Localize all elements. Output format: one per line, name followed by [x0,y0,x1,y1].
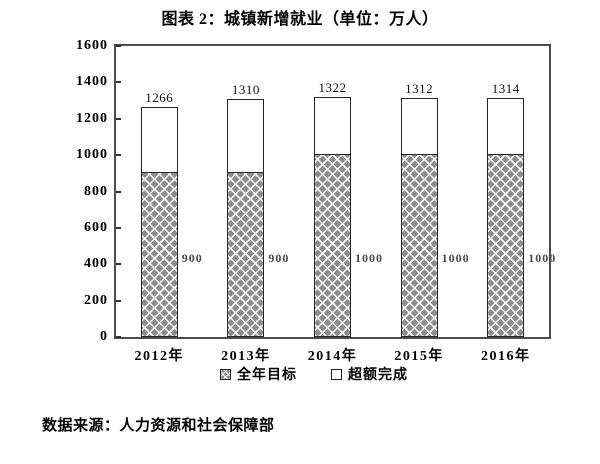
y-axis-tick-label: 0 [100,329,108,344]
bar-2015年 [400,98,438,337]
bar-target-label: 1000 [528,250,557,265]
legend-item-overflow: 超额完成 [331,364,408,384]
x-axis-label: 2012年 [134,349,185,364]
data-source: 数据来源：人力资源和社会保障部 [42,417,275,434]
y-axis-tick-label: 1200 [76,110,108,126]
y-axis-tick-label: 400 [84,256,108,272]
white-swatch-icon [331,368,342,380]
y-axis-tick-label: 600 [84,219,108,235]
chart-title: 图表 2：城镇新增就业（单位：万人） [161,11,439,28]
x-axis-label: 2015年 [394,349,444,364]
y-axis-tick [116,45,121,47]
hatched-swatch-icon [220,368,231,380]
bar-target-label: 1000 [355,250,383,265]
bar-segment-target [228,172,264,336]
y-axis-tick-label: 1600 [76,38,108,53]
bar-total-label: 1312 [405,81,434,97]
y-axis-tick [116,263,121,266]
bar-segment-target [141,172,177,336]
x-axis-label: 2014年 [307,349,358,364]
x-axis-label: 2016年 [480,349,531,364]
bar-2014年 [314,96,351,337]
bar-2012年 [140,106,178,337]
bar-total-label: 1310 [231,81,260,97]
y-axis-tick-label: 800 [84,183,108,199]
y-axis-tick [116,336,121,338]
bar-segment-target [401,154,437,336]
bar-target-label: 900 [181,250,203,265]
bar-total-label: 1322 [318,79,347,95]
bar-segment-target [488,154,524,336]
legend-item-target: 全年目标 [220,364,297,384]
y-axis-tick [116,117,121,120]
y-axis-tick-label: 1400 [76,74,108,90]
bar-2016年 [487,98,525,337]
y-axis-tick-label: 200 [84,292,108,308]
y-axis-tick [116,299,121,302]
x-axis-label: 2013年 [221,349,271,364]
bar-2013年 [227,98,265,337]
x-axis: 2012年 2013年 2014年 2015年 2016年 [116,345,549,364]
legend-label-target: 全年目标 [237,368,297,383]
y-axis-tick [116,81,121,84]
bar-target-label: 1000 [441,250,470,265]
plot-area: 1266 900 1310 900 1322 1000 1312 1000 1314 1000 [114,44,555,339]
y-axis-tick [116,154,121,157]
bar-total-label: 1314 [491,81,520,97]
bar-target-label: 900 [268,250,290,265]
y-axis-tick [116,226,121,229]
legend: 全年目标 超额完成 [14,364,600,384]
legend-label-overflow: 超额完成 [348,368,408,383]
bar-segment-target [315,154,350,336]
y-axis-tick-label: 1000 [76,147,108,163]
bar-total-label: 1266 [145,89,174,105]
y-axis-tick [116,190,121,193]
